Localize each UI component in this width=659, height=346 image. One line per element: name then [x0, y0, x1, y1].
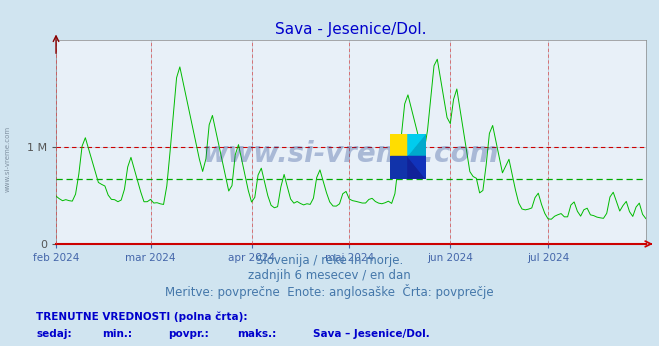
Bar	[390, 134, 408, 156]
Text: TRENUTNE VREDNOSTI (polna črta):: TRENUTNE VREDNOSTI (polna črta):	[36, 311, 248, 322]
Text: Slovenija / reke in morje.: Slovenija / reke in morje.	[256, 254, 403, 267]
Text: Sava – Jesenice/Dol.: Sava – Jesenice/Dol.	[313, 329, 430, 339]
Text: povpr.:: povpr.:	[168, 329, 209, 339]
Polygon shape	[408, 134, 426, 156]
Polygon shape	[408, 156, 426, 179]
Polygon shape	[408, 134, 426, 156]
Text: www.si-vreme.com: www.si-vreme.com	[5, 126, 11, 192]
Text: www.si-vreme.com: www.si-vreme.com	[203, 140, 499, 168]
Polygon shape	[408, 156, 426, 179]
Text: Meritve: povprečne  Enote: anglosaške  Črta: povprečje: Meritve: povprečne Enote: anglosaške Črt…	[165, 284, 494, 299]
Text: zadnjih 6 mesecev / en dan: zadnjih 6 mesecev / en dan	[248, 269, 411, 282]
Title: Sava - Jesenice/Dol.: Sava - Jesenice/Dol.	[275, 22, 426, 37]
Text: maks.:: maks.:	[237, 329, 277, 339]
Text: sedaj:: sedaj:	[36, 329, 72, 339]
Text: min.:: min.:	[102, 329, 132, 339]
Bar	[390, 156, 408, 179]
